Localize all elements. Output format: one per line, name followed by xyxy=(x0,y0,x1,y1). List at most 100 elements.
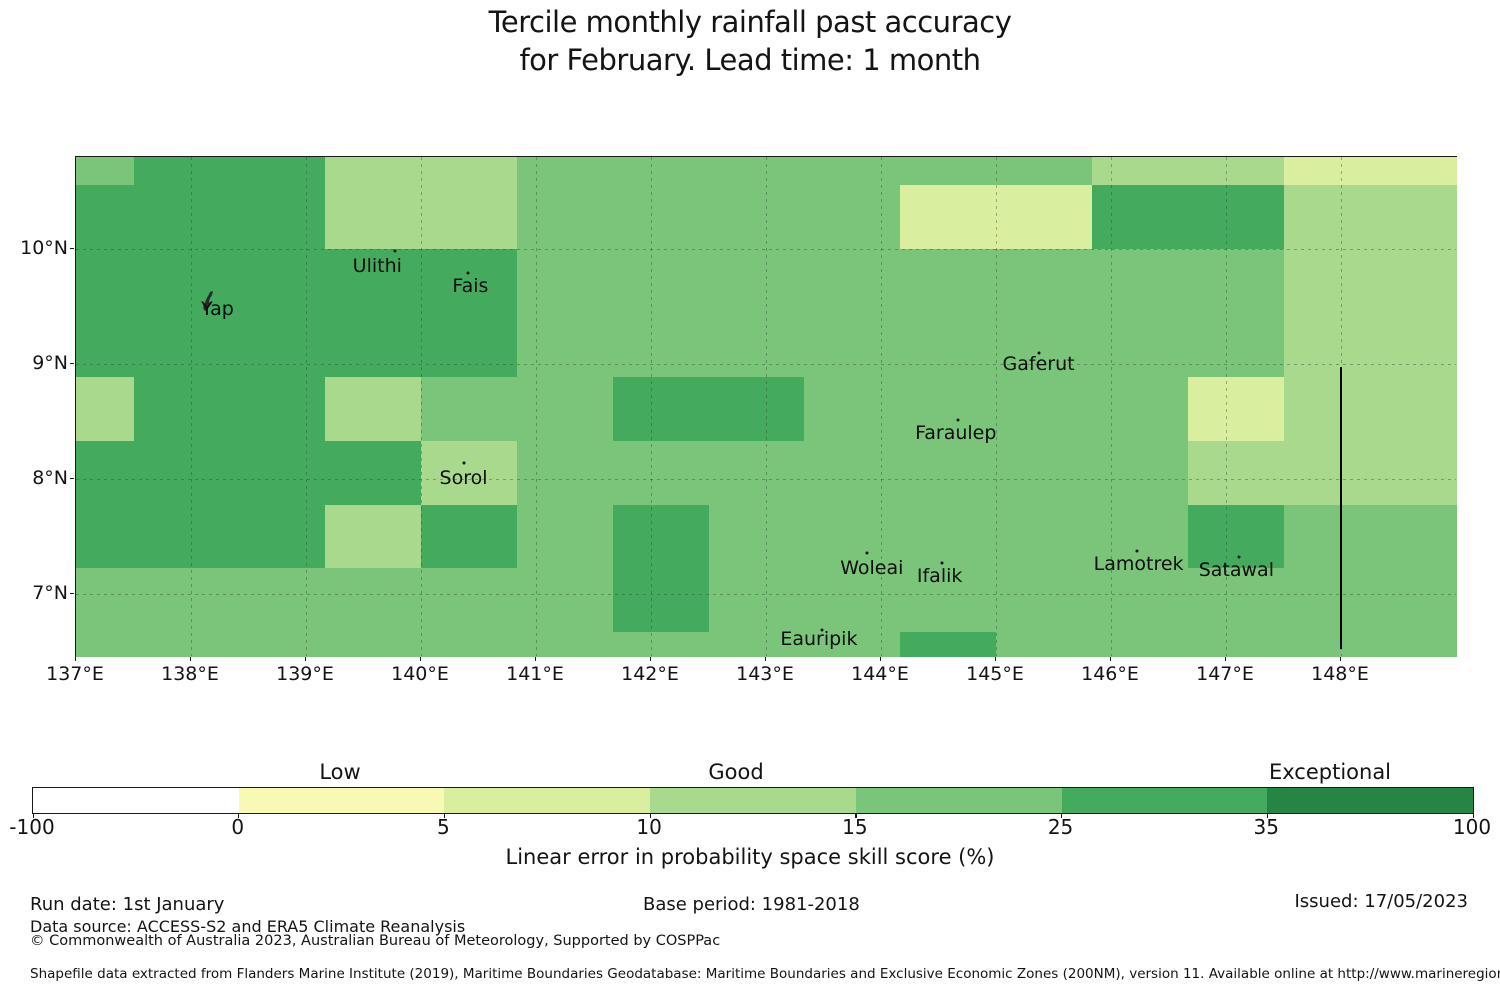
map-cell xyxy=(229,440,326,506)
y-tick-mark xyxy=(70,478,74,480)
x-tick-label: 144°E xyxy=(851,663,909,685)
x-tick-label: 148°E xyxy=(1311,663,1369,685)
map-cell xyxy=(421,568,518,633)
island-label-lamotrek: Lamotrek xyxy=(1093,553,1184,576)
x-tick-label: 137°E xyxy=(46,663,104,685)
island-dot-ulithi xyxy=(393,249,397,253)
chart-title: Tercile monthly rainfall past accuracy f… xyxy=(0,3,1500,79)
island-label-yap: Yap xyxy=(201,297,234,320)
map-cell xyxy=(900,376,997,442)
map-cell xyxy=(996,440,1093,506)
map-cell xyxy=(900,440,997,506)
x-tick-label: 147°E xyxy=(1196,663,1254,685)
colorbar-segment-25-35 xyxy=(1061,788,1268,813)
map-cell xyxy=(900,632,997,657)
shapefile-attribution-text: Shapefile data extracted from Flanders M… xyxy=(30,966,1500,982)
map-cell xyxy=(133,249,230,314)
map-cell xyxy=(516,312,614,378)
colorbar-category-label-good: Good xyxy=(708,760,764,784)
map-cell xyxy=(804,185,901,250)
map-cell xyxy=(1379,632,1457,657)
colorbar-category-label-exceptional: Exceptional xyxy=(1268,760,1392,784)
map-cell xyxy=(708,632,805,657)
map-cell xyxy=(804,504,901,570)
colorbar-tick-label: 100 xyxy=(1452,815,1492,839)
map-cell xyxy=(76,568,135,633)
x-tick-mark xyxy=(1110,657,1112,661)
map-cell xyxy=(76,632,135,657)
island-dot-ifalik xyxy=(940,561,944,565)
map-cell xyxy=(421,504,518,570)
graticule-vline xyxy=(1111,157,1112,656)
map-cell xyxy=(229,376,326,442)
graticule-hline xyxy=(76,249,1456,250)
island-label-sorol: Sorol xyxy=(439,466,488,489)
map-cell xyxy=(421,185,518,250)
map-cell xyxy=(900,312,997,378)
issued-date-text: Issued: 17/05/2023 xyxy=(1294,891,1468,912)
map-cell xyxy=(1283,312,1380,378)
map-cell xyxy=(804,249,901,314)
map-cell xyxy=(133,157,230,186)
map-cell xyxy=(996,504,1093,570)
graticule-vline xyxy=(881,157,882,656)
graticule-vline xyxy=(766,157,767,656)
x-tick-mark xyxy=(420,657,422,661)
map-cell xyxy=(229,249,326,314)
map-cell xyxy=(133,632,230,657)
map-cell xyxy=(76,440,135,506)
x-tick-mark xyxy=(75,657,77,661)
island-label-ulithi: Ulithi xyxy=(352,255,402,278)
map-cell xyxy=(1091,249,1189,314)
map-cell xyxy=(516,185,614,250)
map-cell xyxy=(708,376,805,442)
map-cell xyxy=(804,312,901,378)
x-tick-mark xyxy=(880,657,882,661)
map-cell xyxy=(421,632,518,657)
graticule-hline xyxy=(76,594,1456,595)
yap-island-shape xyxy=(201,290,215,316)
map-cell xyxy=(516,632,614,657)
map-cell xyxy=(1283,157,1380,186)
map-cell xyxy=(1091,632,1189,657)
colorbar-tick-mark xyxy=(32,814,34,818)
map-cell xyxy=(996,249,1093,314)
map-cell xyxy=(1091,157,1189,186)
map-cell xyxy=(612,568,710,633)
island-dot-sorol xyxy=(462,461,466,465)
graticule-hline xyxy=(76,364,1456,365)
map-cell xyxy=(76,312,135,378)
map-cell xyxy=(229,632,326,657)
graticule-vline xyxy=(421,157,422,656)
y-tick-label: 7°N xyxy=(32,582,68,604)
graticule-vline xyxy=(996,157,997,656)
map-cell xyxy=(1187,249,1285,314)
colorbar xyxy=(32,787,1474,818)
map-cell xyxy=(229,504,326,570)
island-label-faraulep: Faraulep xyxy=(915,422,997,444)
island-dot-fais xyxy=(466,271,470,275)
colorbar-segment--100-0 xyxy=(33,788,240,813)
colorbar-tick-label: 35 xyxy=(1253,815,1280,839)
map-cell xyxy=(1187,632,1285,657)
x-tick-label: 142°E xyxy=(621,663,679,685)
map-cell xyxy=(133,568,230,633)
map-cell xyxy=(900,504,997,570)
x-tick-mark xyxy=(995,657,997,661)
colorbar-tick-mark xyxy=(443,814,446,818)
x-tick-mark xyxy=(765,657,767,661)
base-period-text: Base period: 1981-2018 xyxy=(643,894,860,915)
map-cell xyxy=(612,632,710,657)
graticule-vline xyxy=(191,157,192,656)
colorbar-tick-mark xyxy=(1472,814,1474,818)
map-cell xyxy=(708,157,805,186)
map-cell xyxy=(708,312,805,378)
graticule-vline xyxy=(651,157,652,656)
colorbar-tick-label: 15 xyxy=(842,815,868,839)
x-tick-label: 146°E xyxy=(1081,663,1139,685)
map-cell xyxy=(1187,504,1285,570)
y-tick-label: 9°N xyxy=(32,352,68,374)
map-cell xyxy=(133,185,230,250)
map-cell xyxy=(996,157,1093,186)
